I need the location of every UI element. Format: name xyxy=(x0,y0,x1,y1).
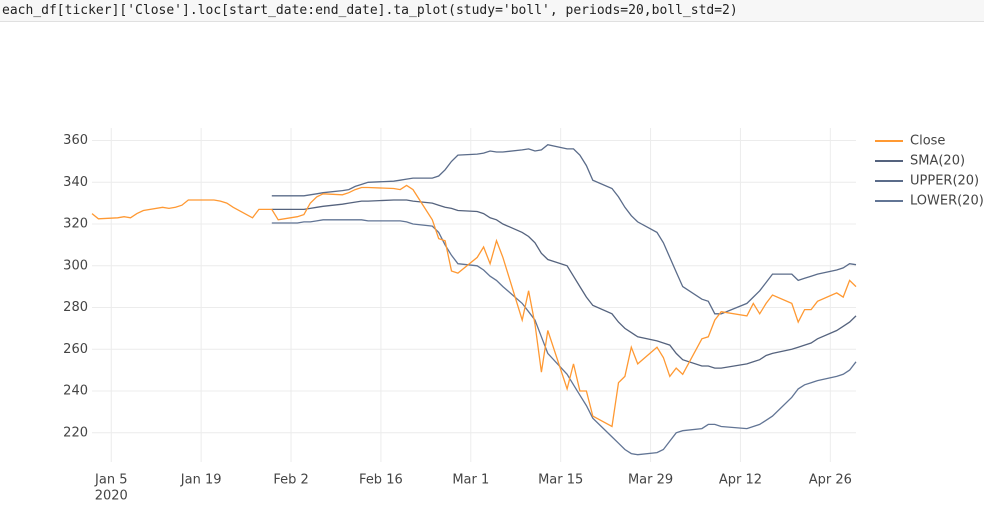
y-tick-label: 300 xyxy=(63,258,88,273)
x-year-label: 2020 xyxy=(95,489,128,504)
series-line xyxy=(271,143,857,315)
y-tick-label: 220 xyxy=(63,425,88,440)
series-line xyxy=(271,199,857,369)
y-tick-label: 340 xyxy=(63,175,88,190)
x-tick-label: Apr 12 xyxy=(719,473,762,488)
x-tick-label: Feb 16 xyxy=(359,473,403,488)
series-line xyxy=(91,184,857,428)
x-tick-label: Feb 2 xyxy=(273,473,308,488)
series-line xyxy=(271,219,857,456)
x-tick-label: Mar 15 xyxy=(538,473,583,488)
legend-label: Close xyxy=(910,134,945,149)
legend-label: UPPER(20) xyxy=(910,174,979,189)
y-tick-label: 260 xyxy=(63,342,88,357)
x-tick-label: Jan 5 xyxy=(94,473,127,488)
y-tick-label: 280 xyxy=(63,300,88,315)
y-tick-label: 360 xyxy=(63,133,88,148)
y-tick-label: 320 xyxy=(63,217,88,232)
x-tick-label: Mar 29 xyxy=(628,473,673,488)
x-tick-label: Jan 19 xyxy=(180,473,222,488)
y-tick-label: 240 xyxy=(63,384,88,399)
legend-label: SMA(20) xyxy=(910,154,965,169)
code-cell[interactable]: each_df[ticker]['Close'].loc[start_date:… xyxy=(0,0,984,22)
x-tick-label: Apr 26 xyxy=(809,473,852,488)
x-tick-label: Mar 1 xyxy=(452,473,489,488)
legend-label: LOWER(20) xyxy=(910,194,984,209)
